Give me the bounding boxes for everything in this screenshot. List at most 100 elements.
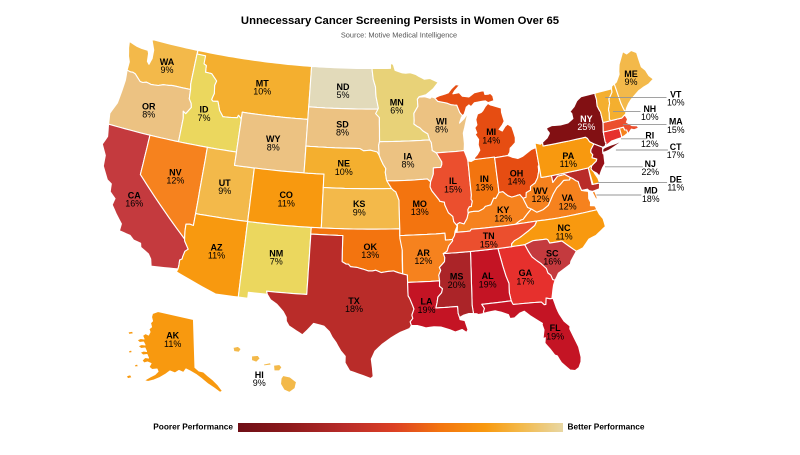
- svg-text:AR: AR: [417, 248, 430, 258]
- svg-text:16%: 16%: [125, 199, 143, 209]
- svg-text:MA: MA: [669, 117, 683, 127]
- svg-text:MO: MO: [412, 199, 427, 209]
- svg-text:LA: LA: [421, 297, 433, 307]
- svg-text:10%: 10%: [253, 87, 271, 97]
- svg-text:8%: 8%: [267, 142, 280, 152]
- svg-text:13%: 13%: [411, 207, 429, 217]
- svg-text:WA: WA: [160, 57, 175, 67]
- svg-text:OK: OK: [364, 242, 378, 252]
- svg-text:WY: WY: [266, 134, 281, 144]
- svg-text:19%: 19%: [479, 279, 497, 289]
- svg-text:12%: 12%: [166, 176, 184, 186]
- svg-text:8%: 8%: [435, 125, 448, 135]
- svg-text:CO: CO: [279, 190, 293, 200]
- svg-text:IL: IL: [449, 176, 458, 186]
- svg-text:9%: 9%: [160, 65, 173, 75]
- svg-text:NH: NH: [643, 104, 656, 114]
- svg-text:11%: 11%: [278, 198, 295, 208]
- svg-text:10%: 10%: [335, 167, 353, 177]
- svg-text:10%: 10%: [667, 98, 685, 108]
- svg-text:RI: RI: [645, 131, 654, 141]
- svg-text:17%: 17%: [516, 276, 534, 286]
- svg-text:22%: 22%: [641, 167, 659, 177]
- svg-text:18%: 18%: [345, 304, 363, 314]
- svg-text:9%: 9%: [624, 77, 637, 87]
- svg-text:15%: 15%: [667, 125, 685, 135]
- svg-text:IN: IN: [480, 174, 489, 184]
- svg-text:11%: 11%: [555, 231, 572, 241]
- svg-text:WI: WI: [436, 116, 447, 126]
- svg-text:NY: NY: [580, 114, 593, 124]
- svg-text:17%: 17%: [667, 150, 685, 160]
- svg-text:SD: SD: [336, 119, 349, 129]
- svg-text:7%: 7%: [270, 257, 283, 267]
- svg-text:NE: NE: [338, 159, 351, 169]
- svg-text:NM: NM: [269, 248, 283, 258]
- svg-text:Poorer Performance: Poorer Performance: [153, 422, 233, 432]
- svg-text:NC: NC: [558, 223, 571, 233]
- svg-text:8%: 8%: [142, 110, 155, 120]
- svg-text:TN: TN: [483, 231, 495, 241]
- svg-text:TX: TX: [348, 296, 360, 306]
- svg-text:MD: MD: [644, 186, 658, 196]
- svg-text:KS: KS: [353, 199, 366, 209]
- svg-text:IA: IA: [404, 151, 414, 161]
- svg-text:KY: KY: [497, 205, 510, 215]
- svg-text:5%: 5%: [336, 90, 349, 100]
- svg-text:19%: 19%: [546, 331, 564, 341]
- svg-text:UT: UT: [219, 178, 231, 188]
- svg-text:ND: ND: [337, 82, 350, 92]
- svg-text:SC: SC: [546, 248, 559, 258]
- svg-text:NJ: NJ: [645, 159, 656, 169]
- svg-text:11%: 11%: [208, 251, 225, 261]
- svg-text:20%: 20%: [448, 280, 466, 290]
- svg-text:11%: 11%: [560, 159, 577, 169]
- svg-text:15%: 15%: [480, 239, 498, 249]
- svg-text:8%: 8%: [336, 128, 349, 138]
- svg-text:9%: 9%: [218, 186, 231, 196]
- svg-text:GA: GA: [519, 268, 533, 278]
- svg-text:8%: 8%: [401, 160, 414, 170]
- svg-text:11%: 11%: [667, 183, 684, 193]
- svg-text:18%: 18%: [642, 194, 660, 204]
- svg-text:13%: 13%: [475, 182, 493, 192]
- svg-text:7%: 7%: [197, 113, 210, 123]
- svg-text:MI: MI: [486, 127, 496, 137]
- svg-text:MT: MT: [256, 79, 269, 89]
- svg-text:VT: VT: [670, 89, 682, 99]
- svg-text:6%: 6%: [390, 106, 403, 116]
- svg-text:12%: 12%: [559, 201, 577, 211]
- svg-text:ID: ID: [200, 105, 210, 115]
- svg-text:DE: DE: [670, 174, 682, 184]
- svg-text:12%: 12%: [414, 256, 432, 266]
- svg-text:MS: MS: [450, 272, 464, 282]
- svg-text:CT: CT: [670, 142, 682, 152]
- svg-text:HI: HI: [255, 370, 264, 380]
- svg-text:12%: 12%: [494, 213, 512, 223]
- svg-text:Better Performance: Better Performance: [568, 422, 645, 432]
- svg-text:AZ: AZ: [211, 242, 223, 252]
- svg-text:13%: 13%: [361, 250, 379, 260]
- svg-text:VA: VA: [562, 193, 574, 203]
- svg-text:ME: ME: [624, 69, 638, 79]
- svg-text:9%: 9%: [253, 378, 266, 388]
- svg-text:19%: 19%: [417, 305, 435, 315]
- svg-text:MN: MN: [390, 97, 404, 107]
- svg-text:11%: 11%: [164, 339, 181, 349]
- svg-text:9%: 9%: [353, 207, 366, 217]
- svg-text:25%: 25%: [577, 122, 595, 132]
- svg-text:16%: 16%: [543, 257, 561, 267]
- svg-text:14%: 14%: [482, 135, 500, 145]
- svg-text:14%: 14%: [507, 177, 525, 187]
- svg-text:CA: CA: [128, 191, 141, 201]
- svg-text:15%: 15%: [444, 184, 462, 194]
- svg-text:PA: PA: [562, 151, 574, 161]
- svg-text:AK: AK: [166, 331, 179, 341]
- svg-text:Unnecessary Cancer Screening P: Unnecessary Cancer Screening Persists in…: [241, 15, 559, 27]
- svg-text:NV: NV: [169, 168, 182, 178]
- svg-text:OH: OH: [510, 169, 524, 179]
- svg-text:FL: FL: [550, 323, 561, 333]
- svg-text:12%: 12%: [641, 139, 659, 149]
- svg-text:12%: 12%: [531, 194, 549, 204]
- svg-text:OR: OR: [142, 101, 156, 111]
